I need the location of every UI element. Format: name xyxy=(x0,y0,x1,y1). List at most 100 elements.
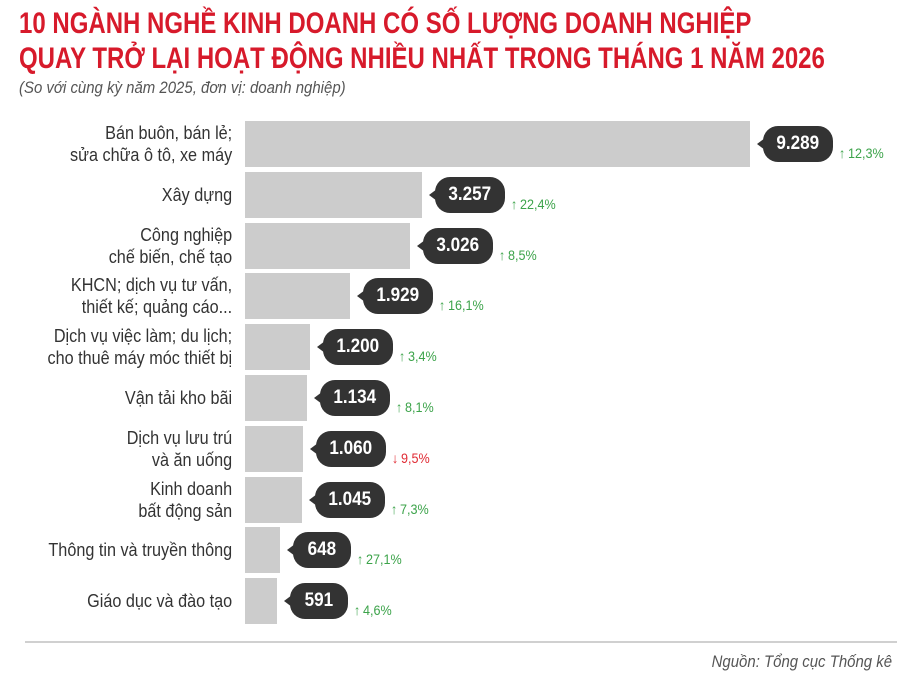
bar xyxy=(245,578,277,625)
value-bubble: 1.060 xyxy=(310,430,386,467)
bar xyxy=(245,375,307,421)
category-label: Công nghiệp chế biến, chế tạo xyxy=(109,223,232,269)
chart-title: 10 NGÀNH NGHỀ KINH DOANH CÓ SỐ LƯỢNG DOA… xyxy=(19,6,825,76)
category-label: Bán buôn, bán lẻ; sửa chữa ô tô, xe máy xyxy=(70,121,232,167)
change-percent-value: 22,4% xyxy=(520,195,556,212)
value-label: 3.026 xyxy=(436,234,480,256)
arrow-up-icon: ↑ xyxy=(354,602,361,619)
change-percent: ↑ 12,3% xyxy=(839,145,884,161)
bar xyxy=(245,273,350,320)
value-bubble: 591 xyxy=(284,583,348,620)
category-label-line: KHCN; dịch vụ tư vấn, xyxy=(70,275,232,296)
bar-row: Dịch vụ lưu trú và ăn uống 1.060 ↓ 9,5% xyxy=(0,425,900,472)
bar xyxy=(245,121,750,167)
arrow-up-icon: ↑ xyxy=(439,297,446,314)
change-percent: ↑ 8,5% xyxy=(499,247,537,263)
category-label-line: Công nghiệp xyxy=(140,224,232,245)
arrow-up-icon: ↑ xyxy=(396,399,403,415)
category-label-line: cho thuê máy móc thiết bị xyxy=(47,348,232,369)
bar-row: Giáo dục và đào tạo 591 ↑ 4,6% xyxy=(0,578,900,625)
bar-row: Dịch vụ việc làm; du lịch; cho thuê máy m… xyxy=(0,324,900,371)
category-label-line: và ăn uống xyxy=(151,449,232,470)
category-label-line: thiết kế; quảng cáo... xyxy=(81,297,232,318)
bar xyxy=(245,222,410,269)
value-label: 1.060 xyxy=(329,437,373,459)
change-percent-value: 8,1% xyxy=(405,399,434,415)
footer-divider xyxy=(25,641,897,643)
value-bubble: 1.045 xyxy=(309,481,385,518)
category-label: Kinh doanh bất động sản xyxy=(138,477,232,523)
value-label: 9.289 xyxy=(776,133,820,154)
bar xyxy=(245,324,310,371)
category-label-line: Kinh doanh xyxy=(150,478,232,499)
bar xyxy=(245,476,302,523)
value-bubble: 1.134 xyxy=(314,380,390,416)
category-label: Xây dựng xyxy=(162,172,232,218)
category-label-line: Bán buôn, bán lẻ; xyxy=(104,123,232,143)
category-label-line: Vận tải kho bãi xyxy=(124,388,232,408)
category-label: Thông tin và truyền thông xyxy=(48,527,232,573)
arrow-down-icon: ↓ xyxy=(392,449,399,466)
bar-row: Xây dựng 3.257 ↑ 22,4% xyxy=(0,171,900,218)
value-bubble: 648 xyxy=(287,532,351,569)
value-label: 1.134 xyxy=(333,387,377,408)
change-percent: ↑ 16,1% xyxy=(439,297,484,313)
change-percent-value: 4,6% xyxy=(363,602,392,619)
category-label-line: Xây dựng xyxy=(161,184,232,205)
bar-row: Vận tải kho bãi 1.134 ↑ 8,1% xyxy=(0,375,900,421)
bar xyxy=(245,527,280,574)
bar-row: Kinh doanh bất động sản 1.045 ↑ 7,3% xyxy=(0,476,900,523)
source-note: Nguồn: Tổng cục Thống kê xyxy=(711,652,892,671)
change-percent-value: 27,1% xyxy=(366,551,402,568)
arrow-up-icon: ↑ xyxy=(839,145,846,161)
change-percent-value: 7,3% xyxy=(400,500,429,517)
arrow-up-icon: ↑ xyxy=(391,500,398,517)
change-percent: ↓ 9,5% xyxy=(392,450,430,466)
change-percent: ↑ 22,4% xyxy=(511,196,556,212)
value-bubble: 3.257 xyxy=(429,176,505,213)
change-percent-value: 3,4% xyxy=(408,348,437,365)
value-label: 1.200 xyxy=(336,336,380,358)
bar xyxy=(245,425,303,472)
category-label-line: chế biến, chế tạo xyxy=(108,246,232,267)
change-percent: ↑ 27,1% xyxy=(357,551,402,567)
category-label-line: Dịch vụ lưu trú xyxy=(126,427,232,448)
category-label-line: bất động sản xyxy=(138,500,232,521)
value-bubble: 9.289 xyxy=(757,126,833,162)
title-line-1: 10 NGÀNH NGHỀ KINH DOANH CÓ SỐ LƯỢNG DOA… xyxy=(19,7,752,40)
arrow-up-icon: ↑ xyxy=(499,246,506,263)
bar-row: Bán buôn, bán lẻ; sửa chữa ô tô, xe máy 9.… xyxy=(0,121,900,167)
value-bubble: 1.929 xyxy=(357,278,433,315)
arrow-up-icon: ↑ xyxy=(511,195,518,212)
bar-row: KHCN; dịch vụ tư vấn, thiết kế; quảng cáo… xyxy=(0,273,900,320)
value-label: 1.929 xyxy=(376,285,420,307)
category-label: Giáo dục và đào tạo xyxy=(87,578,232,624)
change-percent: ↑ 8,1% xyxy=(396,399,434,415)
category-label: Vận tải kho bãi xyxy=(125,375,232,421)
category-label: Dịch vụ lưu trú và ăn uống xyxy=(127,426,232,472)
category-label: Dịch vụ việc làm; du lịch; cho thuê máy m… xyxy=(47,324,232,370)
change-percent: ↑ 3,4% xyxy=(399,348,437,364)
bar-row: Thông tin và truyền thông 648 ↑ 27,1% xyxy=(0,527,900,574)
change-percent: ↑ 4,6% xyxy=(354,602,392,618)
category-label-line: Thông tin và truyền thông xyxy=(48,540,232,561)
arrow-up-icon: ↑ xyxy=(399,348,406,365)
arrow-up-icon: ↑ xyxy=(357,551,364,568)
value-bubble: 1.200 xyxy=(317,329,393,366)
value-bubble: 3.026 xyxy=(417,227,493,264)
title-line-2: QUAY TRỞ LẠI HOẠT ĐỘNG NHIỀU NHẤT TRONG … xyxy=(19,42,825,75)
value-label: 591 xyxy=(304,590,334,612)
change-percent-value: 12,3% xyxy=(848,145,884,161)
bar-row: Công nghiệp chế biến, chế tạo 3.026 ↑ 8,5% xyxy=(0,222,900,269)
change-percent-value: 16,1% xyxy=(448,297,484,314)
category-label-line: Giáo dục và đào tạo xyxy=(86,591,232,612)
change-percent-value: 8,5% xyxy=(508,246,537,263)
bar xyxy=(245,171,422,218)
change-percent-value: 9,5% xyxy=(401,449,430,466)
value-label: 3.257 xyxy=(448,183,492,205)
change-percent: ↑ 7,3% xyxy=(391,501,429,517)
category-label-line: Dịch vụ việc làm; du lịch; xyxy=(53,326,232,347)
value-label: 648 xyxy=(307,539,337,561)
category-label: KHCN; dịch vụ tư vấn, thiết kế; quảng cáo… xyxy=(71,273,232,319)
category-label-line: sửa chữa ô tô, xe máy xyxy=(69,145,232,165)
